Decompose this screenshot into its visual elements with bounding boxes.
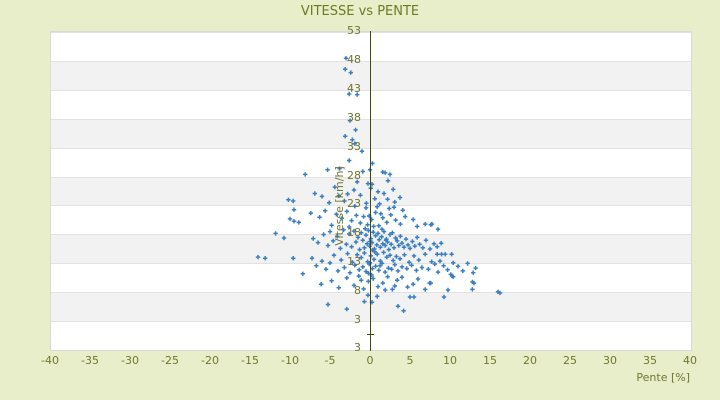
gridline (51, 234, 691, 236)
y-tick-label: 48 (347, 52, 361, 66)
plot-band (51, 292, 691, 322)
y-tick-label: 8 (354, 284, 361, 298)
gridline (51, 176, 691, 178)
scatter-points (255, 56, 503, 313)
x-tick-label: -10 (281, 354, 299, 367)
x-tick-label: 0 (366, 354, 374, 367)
x-tick-label: -30 (121, 354, 139, 367)
y-tick-label: 18 (347, 226, 361, 240)
x-tick-label: -15 (241, 354, 259, 367)
gridline (51, 89, 691, 91)
x-tick-label: 30 (603, 354, 617, 367)
x-tick-label: 15 (483, 354, 497, 367)
gridline (51, 32, 691, 33)
chart-title: VITESSE vs PENTE (300, 4, 420, 19)
x-tick-label: 25 (563, 354, 577, 367)
x-tick-label: -5 (324, 354, 336, 367)
y-axis-title: Vitesse [km/h] (333, 166, 346, 246)
x-tick-label: 35 (643, 354, 657, 367)
y-tick-label: 38 (347, 110, 361, 124)
gridline (51, 321, 691, 323)
x-tick-label: 20 (523, 354, 537, 367)
x-axis-title: Pente [%] (636, 371, 690, 384)
x-tick-label: 5 (406, 354, 414, 367)
plot-band (51, 176, 691, 206)
x-tick-label: 40 (683, 354, 697, 367)
plot-band (51, 60, 691, 90)
y-tick-label: 23 (347, 197, 361, 211)
y-tick-label: 28 (347, 168, 361, 182)
y-axis-bottom-label: 3 (354, 341, 361, 354)
y-tick-label: 53 (347, 24, 361, 37)
gridline (51, 60, 691, 62)
plot-band (51, 118, 691, 148)
y-axis-line (370, 31, 371, 351)
gridline (51, 147, 691, 149)
x-tick-label: -40 (41, 354, 59, 367)
y-tick-label: 13 (347, 255, 361, 269)
plot-area (50, 31, 692, 351)
x-tick-label: -20 (201, 354, 219, 367)
scatter-points-layer (255, 56, 503, 313)
y-tick-label: 43 (347, 81, 361, 95)
gridline (51, 118, 691, 120)
x-tick-label: 10 (443, 354, 457, 367)
x-tick-label: -35 (81, 354, 99, 367)
x-tick-label: -25 (161, 354, 179, 367)
y-axis-tick (367, 334, 374, 335)
gridline (51, 292, 691, 294)
y-tick-label: 3 (354, 313, 361, 327)
gridline (51, 205, 691, 207)
y-tick-label: 33 (347, 139, 361, 153)
